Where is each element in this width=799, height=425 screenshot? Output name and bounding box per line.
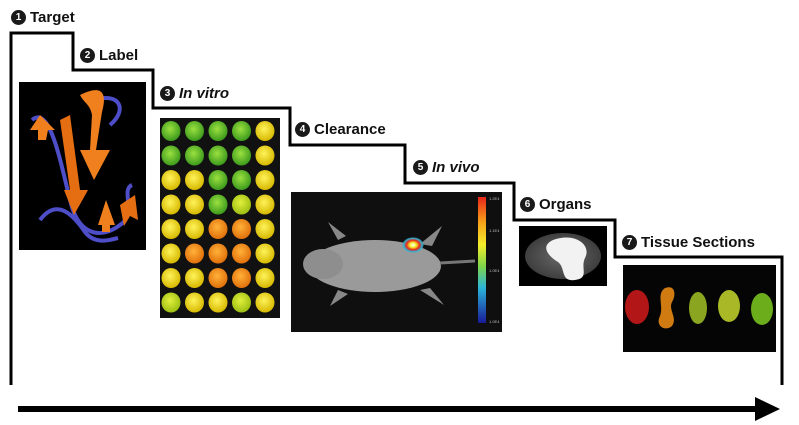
colorbar-tick-3: 1.0E4: [489, 268, 500, 273]
step-organs: 6 Organs: [520, 196, 592, 213]
step-number-badge: 3: [160, 86, 175, 101]
step-number-badge: 2: [80, 48, 95, 63]
well: [185, 170, 204, 190]
step-number-badge: 6: [520, 197, 535, 212]
step-number-badge: 5: [413, 160, 428, 175]
well: [208, 243, 228, 264]
timeline-arrow: [18, 397, 780, 421]
well: [255, 268, 275, 288]
well: [232, 145, 251, 166]
well: [208, 219, 228, 239]
well: [255, 292, 275, 313]
protein-structure-image: [19, 82, 146, 250]
well: [208, 121, 228, 141]
well: [255, 145, 275, 166]
organ-image: [519, 226, 607, 286]
step-tissue-sections: 7 Tissue Sections: [622, 234, 755, 251]
well: [255, 194, 275, 215]
well: [208, 145, 228, 166]
step-label: Target: [30, 9, 75, 26]
step-label: Tissue Sections: [641, 234, 755, 251]
well: [208, 268, 228, 288]
well: [185, 219, 204, 239]
well: [185, 268, 204, 288]
step-in-vivo: 5 In vivo: [413, 159, 480, 176]
step-label: In vivo: [432, 159, 480, 176]
well: [232, 243, 251, 264]
step-label-stage: 2 Label: [80, 47, 138, 64]
step-number-badge: 1: [11, 10, 26, 25]
well: [255, 170, 275, 190]
well: [208, 194, 228, 215]
well: [185, 243, 204, 264]
well-plate-image: [160, 118, 280, 318]
step-number-badge: 7: [622, 235, 637, 250]
well: [185, 121, 204, 141]
well: [232, 170, 251, 190]
step-label: Organs: [539, 196, 592, 213]
step-number-badge: 4: [295, 122, 310, 137]
well: [185, 194, 204, 215]
colorbar-tick-4: 1.0E4: [489, 319, 500, 324]
well: [255, 121, 275, 141]
step-label: In vitro: [179, 85, 230, 102]
well: [185, 292, 204, 313]
step-label: Clearance: [314, 121, 386, 138]
step-label: Label: [99, 47, 139, 64]
step-target: 1 Target: [11, 9, 75, 26]
well: [232, 292, 251, 313]
well: [161, 219, 181, 239]
well: [255, 219, 275, 239]
colorbar-tick-2: 1.1E4: [489, 228, 500, 233]
staircase-line: [9, 31, 784, 385]
well: [161, 121, 181, 141]
well: [255, 243, 275, 264]
well: [185, 145, 204, 166]
well: [161, 243, 181, 264]
colorbar-tick-1: 1.2E4: [489, 196, 500, 201]
well: [161, 145, 181, 166]
well: [208, 170, 228, 190]
well: [161, 268, 181, 288]
well: [232, 121, 251, 141]
step-clearance: 4 Clearance: [295, 121, 386, 138]
mouse-image: 1.2E4 1.1E4 1.0E4 1.0E4: [291, 192, 502, 332]
well: [161, 292, 181, 313]
tissue-sections-image: [623, 265, 776, 352]
well: [161, 170, 181, 190]
step-in-vitro: 3 In vitro: [160, 85, 229, 102]
well: [232, 268, 251, 288]
well: [161, 194, 181, 215]
well: [232, 194, 251, 215]
well: [208, 292, 228, 313]
well: [232, 219, 251, 239]
